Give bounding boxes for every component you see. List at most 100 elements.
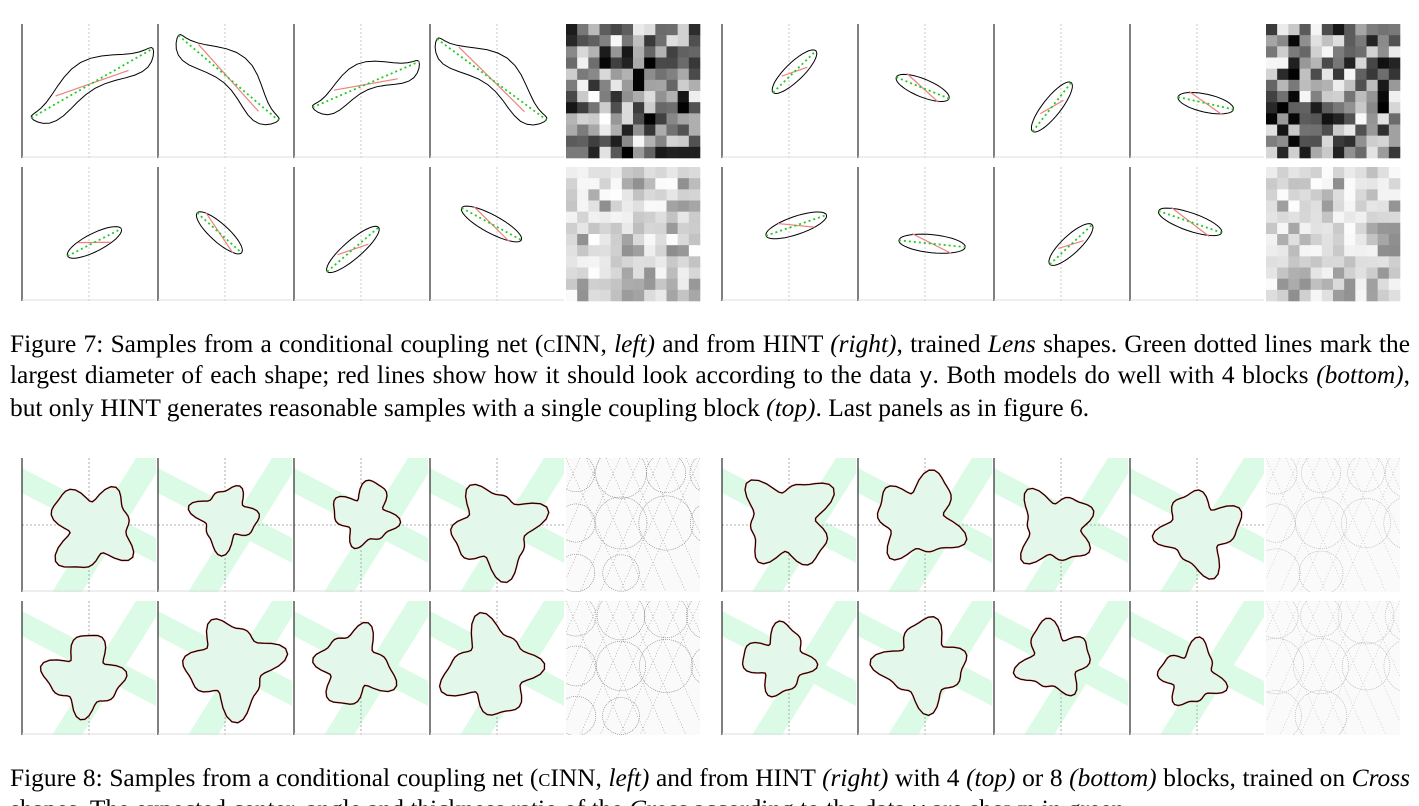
- heatmap-cell: [610, 91, 623, 103]
- heatmap-cell: [577, 35, 589, 47]
- texture-ring: [1266, 548, 1301, 592]
- heatmap-cell: [1277, 46, 1289, 58]
- heatmap-cell: [1288, 256, 1300, 268]
- heatmap-cell: [1277, 245, 1289, 257]
- heatmap-cell: [1299, 91, 1311, 103]
- heatmap-cell: [655, 167, 667, 179]
- panel-hint-r1-c4: [1266, 167, 1401, 302]
- heatmap-cell: [655, 146, 667, 159]
- panel-hint-r1-c4: [1266, 601, 1400, 735]
- panel-hint-r1-c1: [857, 601, 992, 735]
- heatmap-cell: [588, 57, 600, 69]
- heatmap-cell: [566, 200, 578, 212]
- heatmap-cell: [677, 267, 690, 279]
- heatmap-cell: [588, 24, 600, 36]
- texture-ring: [566, 553, 596, 592]
- heatmap-cell: [610, 200, 623, 212]
- heatmap-cell: [666, 222, 678, 235]
- heatmap-cell: [577, 135, 589, 148]
- panel-content: [858, 458, 992, 592]
- heatmap-cell: [1321, 35, 1334, 47]
- caption-text: and from HINT: [654, 330, 831, 358]
- heatmap-cell: [1310, 91, 1323, 103]
- heatmap-cell: [1321, 68, 1334, 81]
- heatmap-cell: [1288, 113, 1300, 125]
- heatmap-cell: [566, 68, 578, 81]
- heatmap-cell: [1333, 68, 1345, 81]
- heatmap-cell: [1388, 46, 1401, 58]
- heatmap-cell: [1288, 68, 1300, 81]
- heatmap-cell: [621, 135, 634, 148]
- texture-line: [639, 458, 700, 592]
- heatmap-cell: [1366, 91, 1378, 103]
- lens-shape: [1048, 223, 1094, 266]
- heatmap-cell: [588, 222, 600, 235]
- heatmap-cell: [688, 113, 701, 125]
- heatmap-cell: [1344, 35, 1356, 47]
- heatmap-cell: [610, 267, 623, 279]
- heatmap-cell: [1366, 245, 1378, 257]
- lens-shape: [326, 225, 380, 274]
- heatmap-cell: [610, 245, 623, 257]
- heatmap-cell: [588, 102, 600, 114]
- heatmap-cell: [677, 256, 690, 268]
- heatmap-cell: [688, 35, 701, 47]
- panel-hint-r1-c1: [857, 167, 992, 301]
- heatmap-cell: [1344, 57, 1356, 69]
- texture-bg: [1266, 458, 1400, 592]
- heatmap-cell: [1366, 200, 1378, 212]
- texture-line: [1266, 458, 1301, 535]
- texture-ring: [689, 505, 700, 541]
- heatmap-cell: [644, 256, 656, 268]
- texture-ring: [643, 601, 689, 639]
- heatmap-cell: [644, 24, 656, 36]
- heatmap-cell: [566, 46, 578, 58]
- diameter-line: [898, 239, 966, 248]
- heatmap-cell: [1333, 222, 1345, 235]
- heatmap-cell: [677, 91, 690, 103]
- heatmap-cell: [1288, 91, 1300, 103]
- panel-cinn-r1-c3: [429, 167, 564, 301]
- heatmap-cell: [644, 57, 656, 69]
- heatmap-cell: [1277, 167, 1289, 179]
- texture-line: [625, 601, 687, 735]
- heatmap-cell: [677, 200, 690, 212]
- heatmap-cell: [1366, 146, 1378, 159]
- heatmap-cell: [610, 234, 623, 246]
- heatmap-cell: [1299, 245, 1311, 257]
- texture-line: [566, 458, 581, 490]
- texture-line: [1279, 601, 1341, 735]
- texture-ring: [594, 496, 648, 550]
- heatmap-cell: [1388, 57, 1401, 69]
- heatmap-cell: [1299, 124, 1311, 136]
- heatmap-cell: [588, 167, 600, 179]
- heatmap-cell: [1299, 222, 1311, 235]
- heatmap-cell: [1377, 189, 1390, 201]
- diameter-line: [461, 207, 522, 241]
- heatmap-cell: [677, 278, 690, 291]
- heatmap-cell: [666, 146, 678, 159]
- heatmap-cell: [1388, 278, 1401, 291]
- heatmap-cell: [1321, 146, 1334, 159]
- heatmap-cell: [1344, 267, 1356, 279]
- heatmap-cell: [1266, 124, 1278, 136]
- heatmap-cell: [1266, 178, 1278, 190]
- heatmap-cell: [577, 278, 589, 291]
- heatmap-cell: [1355, 146, 1367, 159]
- panel-hint-r1-c0: [721, 601, 856, 735]
- heatmap-cell: [655, 79, 667, 92]
- heatmap-cell: [1277, 124, 1289, 136]
- heatmap-cell: [1288, 102, 1300, 114]
- heatmap-cell: [1366, 211, 1378, 224]
- heatmap-cell: [1355, 57, 1367, 69]
- heatmap-cell: [1388, 102, 1401, 114]
- heatmap-cell: [621, 245, 634, 257]
- heatmap-cell: [1377, 57, 1390, 69]
- texture-line: [1299, 601, 1361, 735]
- heatmap-cell: [666, 234, 678, 246]
- heatmap-cell: [621, 91, 634, 103]
- heatmap-cell: [1344, 245, 1356, 257]
- heatmap-cell: [599, 178, 611, 190]
- panel-cinn-r0-c0: [21, 24, 156, 158]
- diameter-line: [177, 34, 280, 122]
